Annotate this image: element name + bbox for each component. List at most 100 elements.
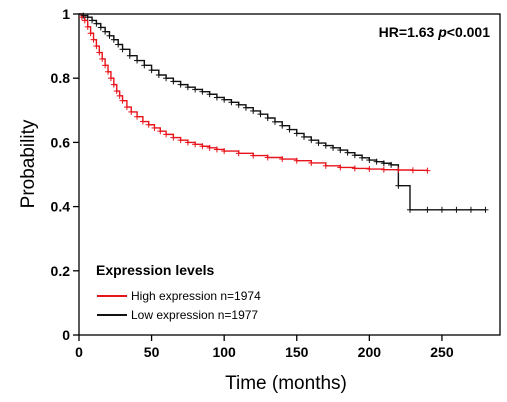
censor-mark <box>89 17 96 24</box>
censor-mark <box>206 144 213 151</box>
censor-mark <box>250 107 257 114</box>
censor-mark <box>453 206 460 213</box>
censor-mark <box>99 55 106 62</box>
censor-mark <box>286 126 293 133</box>
hazard-ratio-annotation: HR=1.63 p<0.001 <box>379 24 491 40</box>
censor-mark <box>257 111 264 118</box>
censor-mark <box>145 121 152 128</box>
censor-mark <box>192 86 199 93</box>
censor-mark <box>351 165 358 172</box>
censor-mark <box>213 94 220 101</box>
censor-mark <box>151 124 158 131</box>
x-tick-label: 150 <box>285 344 309 360</box>
censor-mark <box>235 150 242 157</box>
censor-mark <box>322 142 329 149</box>
censor-mark <box>293 157 300 164</box>
censor-mark <box>373 158 380 165</box>
censor-mark <box>467 206 474 213</box>
censor-mark <box>170 78 177 85</box>
y-tick-label: 0.8 <box>51 70 71 86</box>
censor-mark <box>81 17 88 24</box>
censor-mark <box>139 118 146 125</box>
censor-mark <box>330 144 337 151</box>
censor-mark <box>93 20 100 27</box>
y-tick-label: 0.4 <box>51 199 71 215</box>
censor-mark <box>90 36 97 43</box>
censor-mark <box>424 206 431 213</box>
x-tick-label: 200 <box>358 344 382 360</box>
p-symbol: p <box>437 24 447 40</box>
censor-mark <box>242 104 249 111</box>
censor-mark <box>301 133 308 140</box>
censor-mark <box>102 28 109 35</box>
censor-mark <box>482 206 489 213</box>
censor-mark <box>157 128 164 135</box>
censor-mark <box>438 206 445 213</box>
censor-mark <box>271 118 278 125</box>
censor-mark <box>96 49 103 56</box>
censor-mark <box>126 52 133 59</box>
censor-mark <box>163 75 170 82</box>
censor-mark <box>359 154 366 161</box>
p-value-text: <0.001 <box>447 24 490 40</box>
legend-label-high: High expression n=1974 <box>131 289 261 303</box>
censor-mark <box>116 92 123 99</box>
legend-label-low: Low expression n=1977 <box>131 308 258 322</box>
censor-mark <box>84 23 91 30</box>
censor-mark <box>388 161 395 168</box>
censor-mark <box>184 139 191 146</box>
censor-mark <box>250 152 257 159</box>
censor-mark <box>366 166 373 173</box>
censor-mark <box>315 140 322 147</box>
censor-mark <box>380 160 387 167</box>
censor-mark <box>351 152 358 159</box>
x-axis-title: Time (months) <box>225 373 347 394</box>
censor-mark <box>107 75 114 82</box>
censor-mark <box>344 149 351 156</box>
censor-mark <box>119 46 126 53</box>
censor-mark <box>105 68 112 75</box>
censor-mark <box>128 108 135 115</box>
hr-text: HR=1.63 <box>379 24 439 40</box>
censor-mark <box>221 148 228 155</box>
censor-mark <box>221 96 228 103</box>
censor-mark <box>308 137 315 144</box>
censor-mark <box>93 43 100 50</box>
censor-mark <box>113 88 120 95</box>
censor-mark <box>228 99 235 106</box>
censor-mark <box>279 156 286 163</box>
censor-mark <box>337 164 344 171</box>
censor-mark <box>184 84 191 91</box>
censor-mark <box>199 88 206 95</box>
censor-mark <box>206 91 213 98</box>
y-tick-label: 0.2 <box>51 263 71 279</box>
censor-mark <box>366 157 373 164</box>
y-tick-label: 0.6 <box>51 134 71 150</box>
censor-mark <box>141 62 148 69</box>
censor-mark <box>308 159 315 166</box>
censor-mark <box>97 24 104 31</box>
censor-mark <box>264 154 271 161</box>
censor-mark <box>264 115 271 122</box>
censor-mark <box>134 113 141 120</box>
censor-mark <box>102 62 109 69</box>
censor-mark <box>213 146 220 153</box>
censor-mark <box>110 81 117 88</box>
y-axis-title: Probability <box>18 119 39 208</box>
censor-mark <box>170 134 177 141</box>
censor-mark <box>337 147 344 154</box>
censor-mark <box>155 71 162 78</box>
censor-mark <box>119 97 126 104</box>
censor-mark <box>406 206 413 213</box>
legend-title: Expression levels <box>96 262 215 278</box>
x-tick-label: 50 <box>144 344 160 360</box>
x-tick-label: 100 <box>212 344 236 360</box>
censor-mark <box>163 131 170 138</box>
plot-frame <box>78 13 501 336</box>
censor-mark <box>199 143 206 150</box>
censor-mark <box>123 104 130 111</box>
censor-mark <box>380 166 387 173</box>
censor-mark <box>80 12 87 19</box>
